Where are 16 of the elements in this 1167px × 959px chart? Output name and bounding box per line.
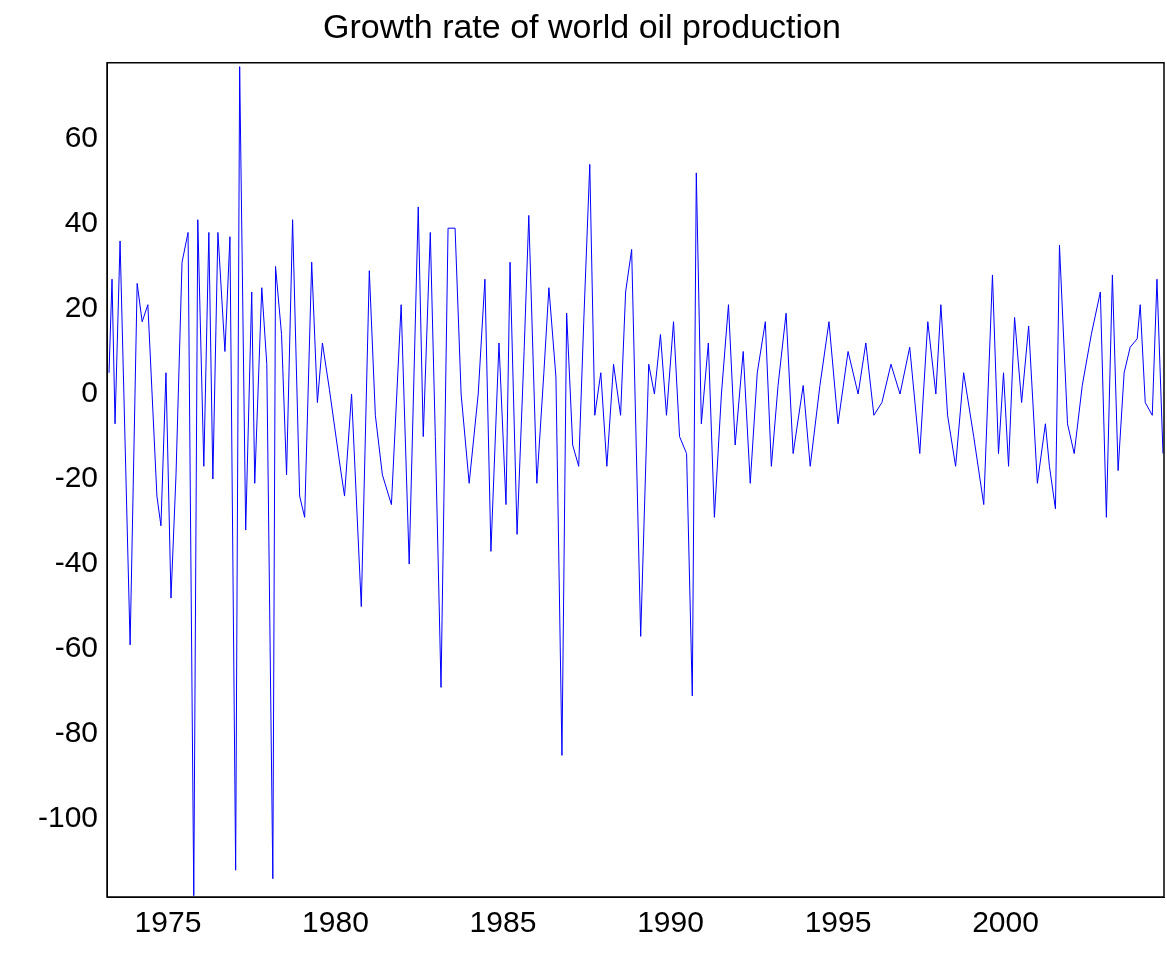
y-tick-label: -40 [54, 545, 98, 579]
y-tick-label: -20 [54, 460, 98, 494]
y-tick-label: 40 [64, 205, 98, 239]
x-tick-label: 1980 [302, 905, 369, 939]
x-tick-label: 1990 [637, 905, 704, 939]
y-tick-label: 20 [64, 290, 98, 324]
x-tick-label: 1975 [134, 905, 202, 939]
x-tick-label: 1985 [469, 905, 537, 939]
x-tick-label: 2000 [972, 905, 1039, 939]
chart-title: Growth rate of world oil production [323, 6, 841, 45]
y-tick-label: 60 [64, 120, 98, 154]
y-tick-label: 0 [81, 375, 98, 409]
y-tick-label: -80 [54, 715, 98, 749]
x-tick-label: 1995 [804, 905, 872, 939]
y-tick-label: -60 [54, 630, 98, 664]
y-tick-label: -100 [37, 800, 98, 834]
